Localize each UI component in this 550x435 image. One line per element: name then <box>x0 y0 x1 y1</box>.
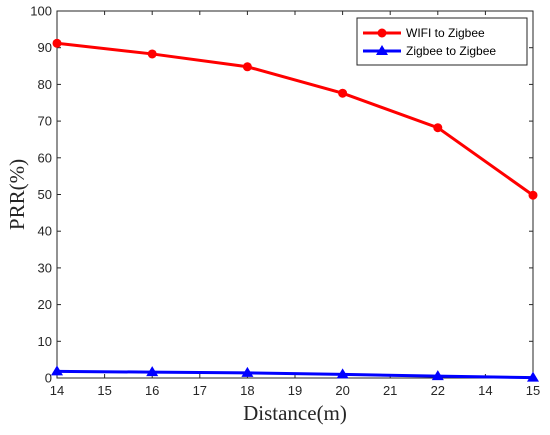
y-tick-label: 0 <box>45 371 52 386</box>
x-tick-label: 16 <box>145 383 159 398</box>
y-tick-label: 10 <box>38 334 52 349</box>
data-point <box>51 365 63 376</box>
data-point <box>242 62 252 72</box>
y-tick-label: 80 <box>38 77 52 92</box>
data-point <box>338 88 348 98</box>
y-tick-label: 60 <box>38 150 52 165</box>
legend-label-series-1: WIFI to Zigbee <box>406 26 485 40</box>
data-point <box>431 370 444 381</box>
legend: WIFI to Zigbee Zigbee to Zigbee <box>356 17 528 66</box>
y-tick-label: 20 <box>38 297 52 312</box>
legend-marker-series-2 <box>376 45 388 55</box>
x-tick-label: 15 <box>526 383 540 398</box>
y-tick-label: 100 <box>30 4 52 19</box>
data-point <box>146 366 159 377</box>
data-point <box>433 123 443 133</box>
x-tick-label: 18 <box>240 383 254 398</box>
x-tick-label: 17 <box>193 383 207 398</box>
y-axis-ticks: 0 10 20 30 40 50 60 70 80 90 100 <box>30 4 533 386</box>
x-axis-ticks: 14 15 16 17 18 19 20 21 22 14 15 <box>50 11 540 398</box>
y-tick-label: 30 <box>38 260 52 275</box>
x-tick-label: 19 <box>288 383 302 398</box>
y-tick-label: 40 <box>38 224 52 239</box>
data-point <box>528 190 538 200</box>
x-tick-label: 21 <box>383 383 397 398</box>
x-tick-label: 14 <box>50 383 64 398</box>
series-line-2 <box>56 369 534 380</box>
data-point <box>147 49 157 59</box>
data-point <box>241 366 254 377</box>
series-layer <box>51 38 539 382</box>
y-tick-label: 50 <box>38 187 52 202</box>
legend-label-series-2: Zigbee to Zigbee <box>406 44 496 58</box>
data-point <box>336 368 349 379</box>
x-axis-title: Distance(m) <box>243 401 347 425</box>
plot-frame <box>56 10 534 379</box>
y-axis-title: PRR(%) <box>5 159 29 230</box>
x-tick-label: 22 <box>431 383 445 398</box>
x-tick-label: 15 <box>97 383 111 398</box>
x-tick-label: 14 <box>478 383 492 398</box>
y-tick-label: 70 <box>38 114 52 129</box>
series-line-1 <box>56 41 534 197</box>
data-point <box>527 371 539 382</box>
legend-marker-series-1 <box>377 28 387 38</box>
legend-box <box>356 17 528 66</box>
data-point <box>52 38 62 48</box>
y-tick-label: 90 <box>38 40 52 55</box>
x-tick-label: 20 <box>335 383 349 398</box>
